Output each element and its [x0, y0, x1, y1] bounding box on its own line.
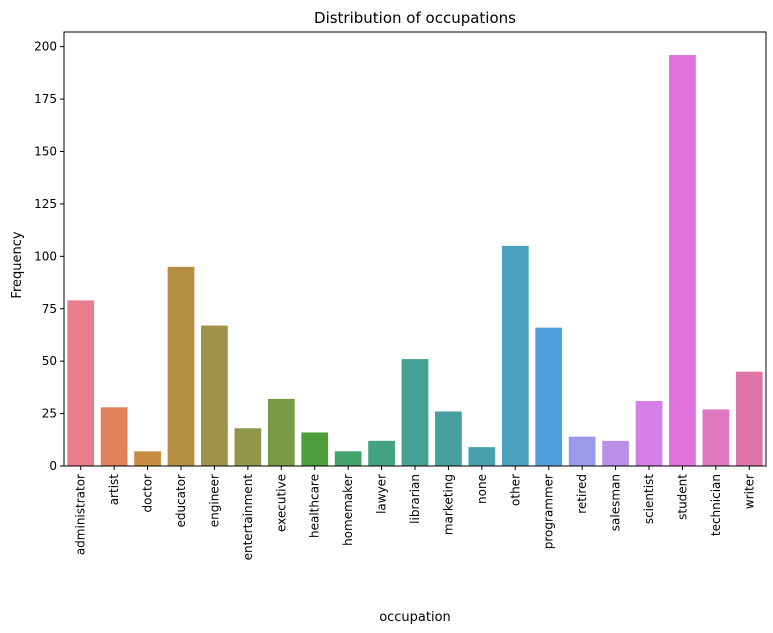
x-tick-label: other	[508, 474, 522, 506]
x-tick-label: salesman	[609, 474, 623, 531]
x-tick-label: technician	[709, 474, 723, 536]
bar-homemaker	[334, 451, 362, 466]
x-tick-label: none	[475, 474, 489, 504]
x-tick-label: homemaker	[341, 474, 355, 546]
x-tick-label: lawyer	[375, 474, 389, 514]
x-tick-label: educator	[174, 474, 188, 528]
bar-educator	[167, 266, 195, 466]
bar-programmer	[535, 327, 563, 466]
bar-marketing	[435, 411, 462, 466]
bar-administrator	[67, 300, 95, 466]
y-tick-label: 200	[34, 40, 57, 54]
bar-artist	[100, 407, 128, 466]
x-tick-label: entertainment	[241, 474, 255, 561]
bar-librarian	[401, 359, 429, 466]
y-tick-label: 25	[42, 407, 57, 421]
y-tick-label: 100	[34, 249, 57, 263]
y-tick-label: 75	[42, 302, 57, 316]
bar-engineer	[201, 325, 228, 466]
x-axis-label: occupation	[379, 610, 451, 625]
x-tick-label: healthcare	[308, 474, 322, 538]
bar-salesman	[602, 440, 629, 466]
bar-none	[468, 447, 496, 466]
bar-writer	[735, 371, 763, 466]
y-tick-label: 175	[34, 92, 57, 106]
y-axis-label: Frequency	[10, 231, 25, 298]
x-tick-label: writer	[742, 474, 756, 509]
bar-other	[501, 245, 529, 466]
bar-technician	[702, 409, 730, 466]
y-tick-label: 150	[34, 145, 57, 159]
y-tick-label: 50	[42, 354, 57, 368]
x-tick-label: retired	[575, 474, 589, 514]
x-tick-label: executive	[274, 474, 288, 532]
x-axis: administrator artist doctor educator enginee…	[74, 466, 756, 561]
y-tick-label: 125	[34, 197, 57, 211]
x-tick-label: programmer	[542, 474, 556, 549]
y-tick-label: 0	[49, 459, 57, 473]
x-tick-label: engineer	[207, 474, 221, 527]
bars-group	[67, 55, 763, 466]
x-tick-label: scientist	[642, 474, 656, 524]
bar-doctor	[134, 451, 161, 466]
x-tick-label: administrator	[74, 474, 88, 555]
x-tick-label: doctor	[141, 474, 155, 513]
bar-healthcare	[301, 432, 329, 466]
bar-retired	[568, 436, 596, 466]
bar-student	[669, 55, 696, 466]
chart-title: Distribution of occupations	[314, 9, 516, 27]
bar-scientist	[635, 401, 663, 466]
bar-entertainment	[234, 428, 262, 466]
plot-frame	[63, 31, 767, 467]
y-axis: 0 25 50 75 100 125 150 175 200	[34, 40, 64, 473]
x-tick-label: artist	[107, 474, 121, 506]
x-tick-label: student	[675, 474, 689, 520]
x-tick-label: marketing	[441, 474, 455, 535]
bar-executive	[267, 398, 295, 466]
x-tick-label: librarian	[408, 474, 422, 524]
bar-lawyer	[368, 440, 395, 466]
